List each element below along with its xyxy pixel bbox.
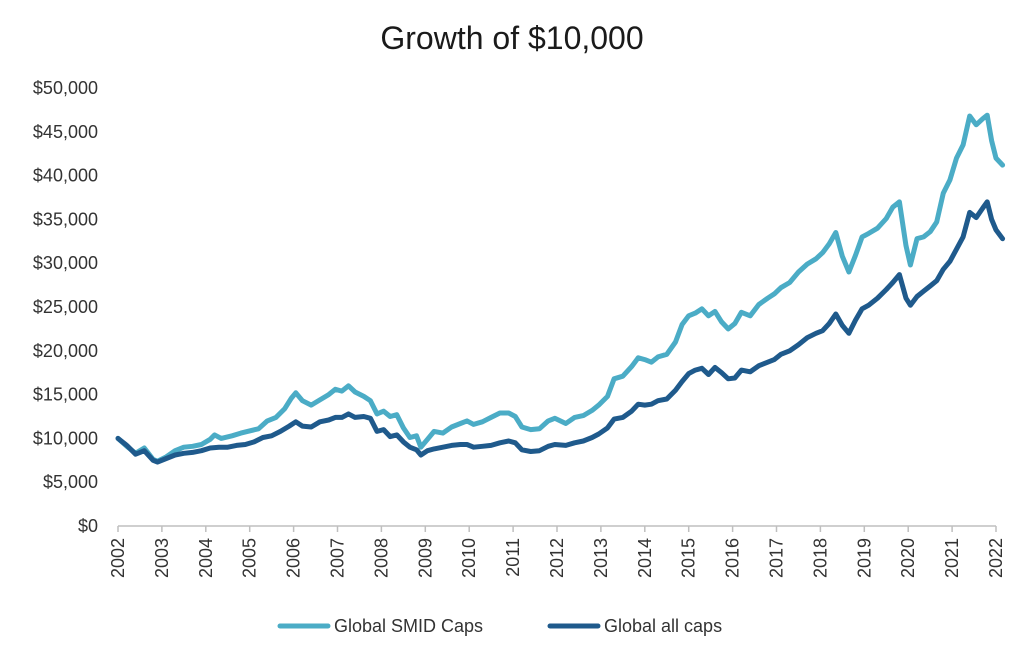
- y-tick-label: $25,000: [33, 297, 98, 317]
- y-tick-label: $50,000: [33, 78, 98, 98]
- y-tick-label: $35,000: [33, 209, 98, 229]
- x-axis-ticks: 2002 2003 2004 2005 2006 2007 2008 2009 2010 2011…: [108, 526, 1006, 578]
- x-tick-label: 2020: [898, 538, 918, 578]
- x-tick-label: 2007: [328, 538, 348, 578]
- x-tick-label: 2009: [415, 538, 435, 578]
- x-tick-label: 2019: [854, 538, 874, 578]
- x-tick-label: 2014: [635, 538, 655, 578]
- series-lines: [115, 112, 1006, 465]
- y-tick-label: $45,000: [33, 122, 98, 142]
- y-tick-label: $15,000: [33, 385, 98, 405]
- x-tick-label: 2008: [371, 538, 391, 578]
- y-axis-ticks: $0 $5,000 $10,000 $15,000 $20,000 $25,000 $30,…: [33, 78, 98, 536]
- x-tick-label: 2003: [152, 538, 172, 578]
- legend: Global SMID Caps Global all caps: [277, 616, 722, 636]
- x-tick-label: 2015: [679, 538, 699, 578]
- y-tick-label: $10,000: [33, 428, 98, 448]
- x-tick-label: 2022: [986, 538, 1006, 578]
- x-tick-label: 2006: [284, 538, 304, 578]
- series-line-0: [115, 112, 1006, 464]
- x-tick-label: 2011: [503, 538, 523, 577]
- y-tick-label: $40,000: [33, 166, 98, 186]
- x-tick-label: 2010: [459, 538, 479, 578]
- legend-label: Global SMID Caps: [334, 616, 483, 636]
- x-tick-label: 2002: [108, 538, 128, 578]
- x-tick-label: 2016: [723, 538, 743, 578]
- legend-label: Global all caps: [604, 616, 722, 636]
- x-tick-label: 2005: [240, 538, 260, 578]
- series-line-1: [115, 199, 1006, 465]
- x-tick-label: 2004: [196, 538, 216, 578]
- y-tick-label: $20,000: [33, 341, 98, 361]
- x-tick-label: 2021: [942, 538, 962, 578]
- y-tick-label: $30,000: [33, 253, 98, 273]
- x-tick-label: 2013: [591, 538, 611, 578]
- x-tick-label: 2017: [767, 538, 787, 578]
- x-tick-label: 2012: [547, 538, 567, 578]
- x-tick-label: 2018: [810, 538, 830, 578]
- y-tick-label: $0: [78, 516, 98, 536]
- chart-title: Growth of $10,000: [380, 20, 643, 56]
- y-tick-label: $5,000: [43, 472, 98, 492]
